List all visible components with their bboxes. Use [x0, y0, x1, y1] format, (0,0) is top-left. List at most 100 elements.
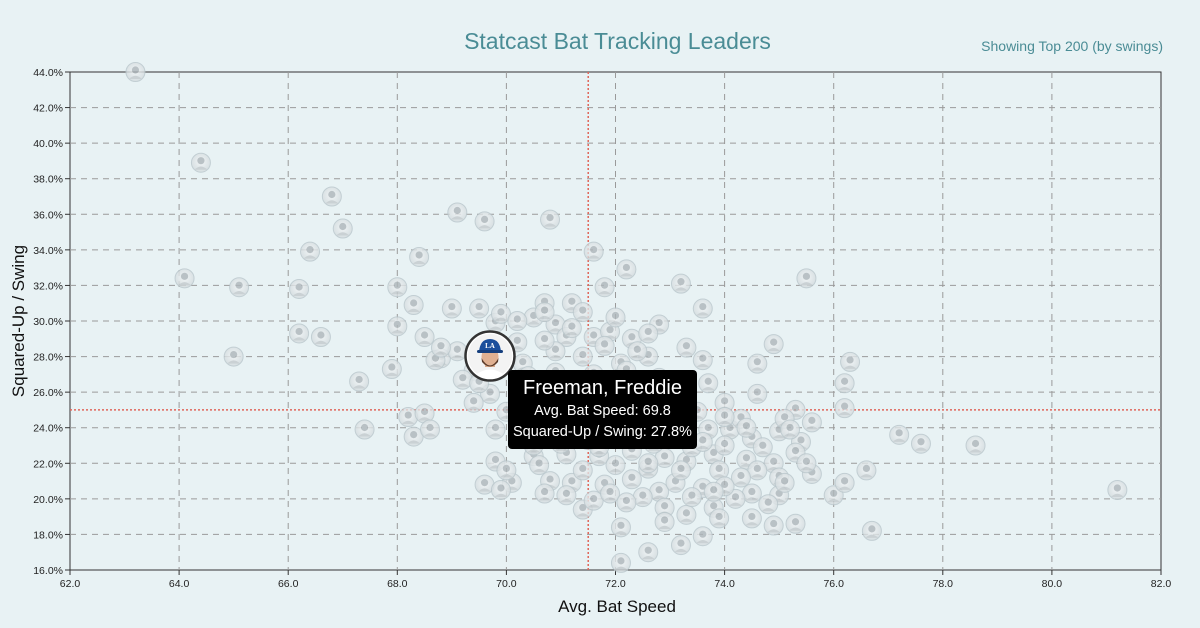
player-head: [628, 333, 636, 341]
player-shoulders: [679, 351, 693, 355]
player-shoulders: [592, 451, 606, 455]
player-point: [572, 302, 593, 323]
player-point: [414, 403, 435, 424]
player-head: [781, 477, 789, 485]
highlighted-player[interactable]: LA: [464, 330, 516, 382]
player-head: [426, 423, 434, 432]
player-head: [611, 311, 620, 320]
player-point: [763, 515, 784, 536]
player-head: [802, 457, 811, 465]
player-shoulders: [696, 312, 710, 316]
player-point: [398, 407, 419, 428]
player-point: [474, 474, 495, 495]
player-point: [741, 483, 762, 504]
player-head: [317, 331, 325, 339]
player-point: [698, 373, 719, 394]
player-shoulders: [565, 331, 579, 336]
player-shoulders: [614, 566, 628, 570]
player-shoulders: [478, 225, 492, 229]
player-shoulders: [892, 438, 906, 442]
player-point: [414, 327, 435, 348]
player-head: [420, 331, 429, 339]
player-tooltip: Freeman, Freddie Avg. Bat Speed: 69.8 Sq…: [508, 370, 697, 449]
player-shoulders: [679, 518, 693, 522]
player-head: [808, 416, 816, 424]
player-head: [841, 402, 849, 410]
player-shoulders: [527, 321, 541, 325]
y-tick-label: 36.0%: [33, 209, 63, 221]
player-point: [610, 517, 631, 538]
player-point: [349, 371, 370, 392]
player-head: [600, 281, 609, 289]
player-point: [638, 453, 659, 474]
x-tick-label: 76.0: [823, 578, 844, 590]
y-axis-label: Squared-Up / Swing: [9, 245, 28, 397]
player-head: [781, 413, 789, 421]
player-shoulders: [609, 468, 622, 473]
player-head: [617, 521, 625, 529]
player-point: [561, 318, 582, 339]
player-point: [654, 511, 675, 532]
player-point: [638, 323, 659, 344]
player-head: [546, 475, 554, 483]
player-shoulders: [472, 387, 486, 391]
player-shoulders: [865, 534, 879, 538]
chart-subtitle[interactable]: Showing Top 200 (by swings): [981, 38, 1163, 54]
player-shoulders: [805, 426, 819, 430]
player-point: [670, 273, 691, 294]
player-shoulders: [325, 200, 339, 204]
player-shoulders: [587, 255, 601, 259]
player-point: [692, 526, 713, 547]
player-shoulders: [843, 365, 857, 369]
player-head: [453, 206, 461, 215]
player-point: [834, 373, 855, 394]
player-shoulders: [232, 290, 246, 295]
player-shoulders: [488, 326, 502, 330]
x-tick-label: 70.0: [496, 578, 517, 590]
player-head: [579, 503, 587, 512]
player-head: [491, 455, 500, 464]
player-point: [910, 433, 931, 454]
player-shoulders: [827, 499, 841, 503]
player-head: [846, 356, 854, 364]
player-head: [546, 214, 554, 222]
player-head: [513, 315, 521, 323]
player-point: [223, 346, 244, 367]
player-head: [895, 429, 903, 437]
player-shoulders: [418, 417, 432, 421]
player-point: [605, 307, 626, 328]
player-shoulders: [418, 340, 432, 345]
player-head: [660, 502, 669, 510]
player-head: [688, 491, 696, 499]
player-shoulders: [652, 495, 666, 499]
player-head: [737, 471, 745, 480]
player-point: [430, 337, 451, 358]
y-tick-label: 16.0%: [33, 565, 63, 577]
player-point: [534, 330, 555, 351]
player-shoulders: [658, 525, 672, 529]
player-shoulders: [712, 474, 726, 478]
player-head: [197, 157, 205, 165]
player-head: [677, 539, 685, 547]
player-shoulders: [685, 500, 699, 505]
player-head: [841, 377, 849, 385]
player-head: [535, 459, 543, 467]
player-shoulders: [609, 321, 622, 325]
y-tick-label: 18.0%: [33, 529, 63, 541]
player-shoulders: [914, 447, 928, 451]
player-head: [622, 263, 631, 272]
player-head: [437, 342, 445, 350]
player-point: [834, 472, 855, 493]
player-head: [862, 464, 871, 472]
player-shoulders: [592, 459, 606, 464]
player-point: [616, 259, 637, 280]
player-shoulders: [576, 474, 590, 478]
player-head: [519, 358, 527, 366]
player-shoulders: [576, 315, 590, 320]
player-head: [786, 423, 794, 432]
player-shoulders: [603, 497, 617, 501]
player-point: [545, 341, 566, 362]
player-head: [448, 302, 456, 311]
axis-ticks: 62.0 64.0 66.0 68.0 70.0 72.0 74.0 76.0 78.0 80.0…: [33, 67, 1171, 590]
